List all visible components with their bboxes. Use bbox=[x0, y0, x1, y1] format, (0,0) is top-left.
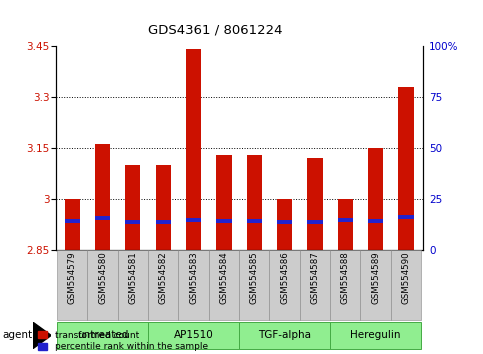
Bar bbox=[186, 50, 201, 250]
Bar bbox=[247, 219, 262, 223]
Bar bbox=[118, 250, 148, 320]
Text: Heregulin: Heregulin bbox=[350, 330, 401, 341]
Bar bbox=[391, 250, 421, 320]
Polygon shape bbox=[33, 322, 51, 349]
Bar bbox=[209, 250, 239, 320]
Text: agent: agent bbox=[2, 330, 32, 341]
Text: GSM554582: GSM554582 bbox=[159, 252, 168, 304]
Bar bbox=[186, 218, 201, 222]
Bar bbox=[239, 322, 330, 349]
Bar bbox=[368, 219, 383, 223]
Text: GSM554589: GSM554589 bbox=[371, 252, 380, 304]
Bar bbox=[277, 199, 292, 250]
Text: GSM554586: GSM554586 bbox=[280, 252, 289, 304]
Bar bbox=[65, 199, 80, 250]
Text: GSM554581: GSM554581 bbox=[128, 252, 137, 304]
Text: GSM554585: GSM554585 bbox=[250, 252, 259, 304]
Text: GSM554590: GSM554590 bbox=[401, 252, 411, 304]
Text: GSM554583: GSM554583 bbox=[189, 252, 198, 304]
Bar bbox=[360, 250, 391, 320]
Bar bbox=[178, 250, 209, 320]
Bar bbox=[307, 158, 323, 250]
Legend: transformed count, percentile rank within the sample: transformed count, percentile rank withi… bbox=[38, 331, 208, 351]
Bar bbox=[65, 219, 80, 223]
Bar bbox=[338, 218, 353, 222]
Bar bbox=[156, 165, 171, 250]
Text: untreated: untreated bbox=[77, 330, 128, 341]
Bar bbox=[330, 322, 421, 349]
Bar bbox=[125, 165, 141, 250]
Bar bbox=[216, 155, 231, 250]
Bar bbox=[87, 250, 118, 320]
Text: GSM554580: GSM554580 bbox=[98, 252, 107, 304]
Bar bbox=[148, 250, 178, 320]
Bar bbox=[216, 219, 231, 223]
Text: GSM554588: GSM554588 bbox=[341, 252, 350, 304]
Bar bbox=[95, 144, 110, 250]
Text: GSM554584: GSM554584 bbox=[219, 252, 228, 304]
Bar bbox=[239, 250, 270, 320]
Bar bbox=[398, 215, 413, 219]
Text: TGF-alpha: TGF-alpha bbox=[258, 330, 311, 341]
Bar bbox=[307, 220, 323, 224]
Bar bbox=[270, 250, 300, 320]
Bar bbox=[95, 216, 110, 220]
Bar bbox=[277, 220, 292, 224]
Bar bbox=[247, 155, 262, 250]
Bar bbox=[338, 199, 353, 250]
Text: AP1510: AP1510 bbox=[174, 330, 213, 341]
Bar bbox=[300, 250, 330, 320]
Bar bbox=[57, 250, 87, 320]
Text: GDS4361 / 8061224: GDS4361 / 8061224 bbox=[148, 23, 282, 36]
Bar bbox=[148, 322, 239, 349]
Bar bbox=[57, 322, 148, 349]
Bar bbox=[368, 148, 383, 250]
Bar bbox=[398, 87, 413, 250]
Bar bbox=[330, 250, 360, 320]
Text: GSM554579: GSM554579 bbox=[68, 252, 77, 304]
Bar bbox=[125, 220, 141, 224]
Text: GSM554587: GSM554587 bbox=[311, 252, 319, 304]
Bar bbox=[156, 220, 171, 224]
